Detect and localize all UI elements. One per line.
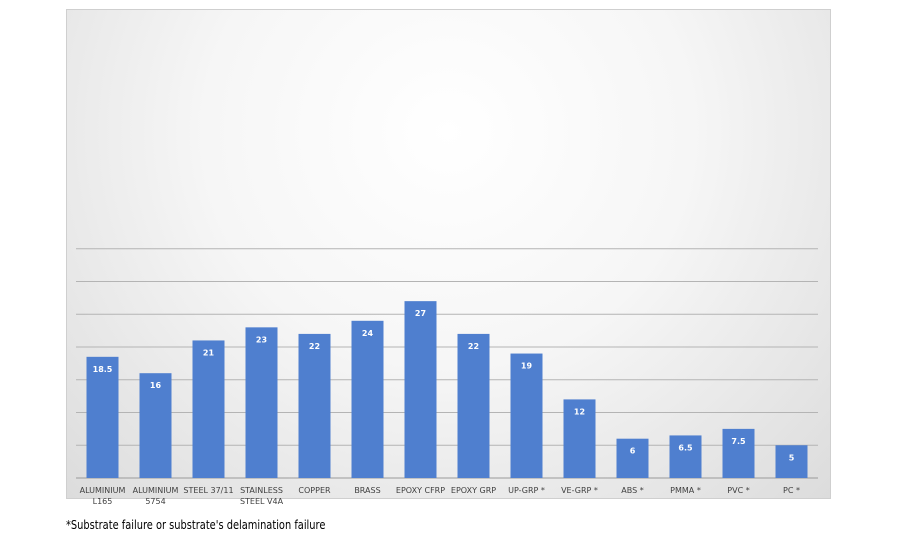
category-label: STEEL V4A (240, 497, 284, 506)
category-label: PVC * (727, 486, 749, 495)
data-label: 21 (203, 348, 215, 357)
bar (298, 333, 331, 478)
bar (139, 373, 172, 478)
bar (351, 320, 384, 478)
data-label: 23 (256, 335, 267, 344)
footnote: *Substrate failure or substrate's delami… (66, 518, 326, 532)
data-label: 6.5 (678, 443, 693, 452)
bar (722, 428, 755, 478)
category-label: PC * (783, 486, 800, 495)
bar (510, 353, 543, 478)
data-label: 6 (630, 447, 636, 456)
bar (457, 333, 490, 478)
bar (563, 399, 596, 478)
category-label: L165 (93, 497, 113, 506)
category-label: COPPER (298, 486, 331, 495)
category-label: VE-GRP * (561, 486, 598, 495)
data-label: 19 (521, 362, 533, 371)
data-label: 24 (362, 329, 374, 338)
category-label: EPOXY GRP (451, 486, 496, 495)
data-label: 18.5 (93, 365, 113, 374)
category-label: ABS * (621, 486, 643, 495)
data-label: 22 (309, 342, 320, 351)
data-label: 27 (415, 309, 426, 318)
data-label: 22 (468, 342, 479, 351)
category-label: PMMA * (670, 486, 701, 495)
bar (775, 445, 808, 478)
category-label: ALUMINIUM (80, 486, 126, 495)
category-label: ALUMINIUM (133, 486, 179, 495)
bar (616, 438, 649, 478)
bar (245, 327, 278, 478)
bar (86, 356, 119, 478)
category-label: EPOXY CFRP (396, 486, 445, 495)
category-label: STEEL 37/11 (183, 486, 233, 495)
category-label: STAINLESS (240, 486, 283, 495)
bar (669, 435, 702, 478)
category-label: UP-GRP * (508, 486, 545, 495)
bar (192, 340, 225, 478)
category-label: 5754 (145, 497, 165, 506)
bar (404, 301, 437, 478)
data-label: 16 (150, 381, 162, 390)
data-label: 5 (789, 453, 795, 462)
category-label: BRASS (354, 486, 380, 495)
data-label: 7.5 (731, 437, 746, 446)
data-label: 12 (574, 407, 585, 416)
